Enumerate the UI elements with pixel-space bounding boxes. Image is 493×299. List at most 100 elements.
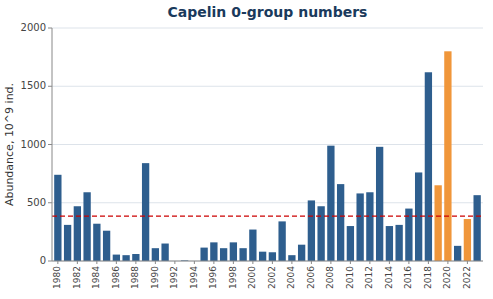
x-tick xyxy=(57,261,58,264)
grid-line xyxy=(52,144,483,145)
x-tick xyxy=(155,261,156,264)
x-tick xyxy=(389,261,390,264)
x-tick xyxy=(116,261,117,264)
bar xyxy=(113,255,120,261)
bar xyxy=(259,252,266,261)
bar xyxy=(454,246,461,261)
y-tick-label: 0 xyxy=(40,255,46,266)
y-tick-label: 500 xyxy=(27,197,46,208)
x-tick xyxy=(213,261,214,264)
x-tick-label: 1996 xyxy=(208,266,218,289)
bar xyxy=(298,245,305,261)
average-line xyxy=(52,216,483,217)
x-tick xyxy=(447,261,448,264)
x-tick-label: 1982 xyxy=(72,266,82,289)
x-tick xyxy=(369,261,370,264)
x-tick-label: 2010 xyxy=(345,266,355,289)
bar xyxy=(288,255,295,261)
y-tick xyxy=(48,28,52,29)
bar xyxy=(425,72,432,261)
bar xyxy=(142,163,149,261)
x-tick xyxy=(77,261,78,264)
bar xyxy=(83,192,90,261)
x-tick xyxy=(467,261,468,264)
bar xyxy=(220,248,227,261)
y-tick xyxy=(48,202,52,203)
bar xyxy=(103,231,110,261)
y-tick xyxy=(48,86,52,87)
x-tick xyxy=(311,261,312,264)
bar xyxy=(308,200,315,261)
x-tick xyxy=(272,261,273,264)
bar xyxy=(161,244,168,261)
bar xyxy=(54,175,61,261)
x-tick-label: 2022 xyxy=(462,266,472,289)
x-tick-label: 1998 xyxy=(228,266,238,289)
y-axis-label: Abundance, 10^9 ind. xyxy=(3,83,16,206)
x-tick-label: 1992 xyxy=(169,266,179,289)
x-tick xyxy=(330,261,331,264)
y-axis xyxy=(52,28,53,261)
x-tick xyxy=(428,261,429,264)
y-tick xyxy=(48,144,52,145)
x-tick-label: 1990 xyxy=(150,266,160,289)
title: Capelin 0-group numbers xyxy=(168,4,368,20)
x-tick-label: 2014 xyxy=(384,266,394,289)
x-tick-label: 1988 xyxy=(130,266,140,289)
x-tick-label: 2000 xyxy=(247,266,257,289)
plot-area xyxy=(52,51,483,261)
grid-line xyxy=(52,86,483,87)
bar xyxy=(278,221,285,261)
grid-line xyxy=(52,28,483,29)
bar xyxy=(230,242,237,261)
x-tick-label: 1994 xyxy=(189,266,199,289)
x-tick-label: 2006 xyxy=(306,266,316,289)
x-tick-label: 2016 xyxy=(403,266,413,289)
y-tick xyxy=(48,261,52,262)
bar xyxy=(152,248,159,261)
x-tick xyxy=(174,261,175,264)
x-tick xyxy=(135,261,136,264)
x-tick-label: 1980 xyxy=(52,266,62,289)
bar xyxy=(93,224,100,261)
x-tick xyxy=(233,261,234,264)
x-tick-label: 2004 xyxy=(286,266,296,289)
bar xyxy=(347,226,354,261)
chart: Capelin 0-group numbers Abundance, 10^9 i… xyxy=(0,0,493,299)
x-tick xyxy=(194,261,195,264)
x-tick xyxy=(291,261,292,264)
x-tick-label: 2020 xyxy=(442,266,452,289)
bar xyxy=(239,248,246,261)
x-tick xyxy=(408,261,409,264)
bar xyxy=(317,206,324,261)
bar xyxy=(269,252,276,261)
bar xyxy=(395,225,402,261)
x-tick xyxy=(350,261,351,264)
bar xyxy=(74,206,81,261)
bar xyxy=(210,242,217,261)
x-tick-label: 2008 xyxy=(325,266,335,289)
bar xyxy=(366,192,373,261)
bar xyxy=(386,226,393,261)
x-tick xyxy=(96,261,97,264)
y-tick-label: 1500 xyxy=(21,80,46,91)
x-tick-label: 2002 xyxy=(267,266,277,289)
x-tick-label: 2018 xyxy=(423,266,433,289)
y-tick-label: 1000 xyxy=(21,139,46,150)
bar xyxy=(249,230,256,261)
bar xyxy=(473,195,480,261)
bar xyxy=(434,185,441,261)
y-tick-label: 2000 xyxy=(21,22,46,33)
x-tick-label: 2012 xyxy=(364,266,374,289)
bar xyxy=(122,255,129,261)
bar xyxy=(337,184,344,261)
bar xyxy=(327,146,334,261)
x-tick-label: 1986 xyxy=(111,266,121,289)
x-tick-label: 1984 xyxy=(91,266,101,289)
bar xyxy=(200,248,207,261)
bar xyxy=(444,51,451,261)
bar xyxy=(132,254,139,261)
bar xyxy=(356,193,363,261)
bar xyxy=(376,147,383,261)
bar xyxy=(64,225,71,261)
